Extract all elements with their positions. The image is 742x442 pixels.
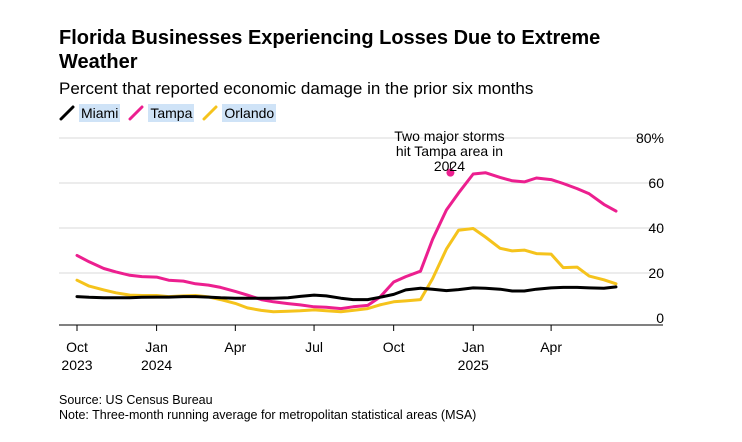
series-line-tampa [75, 171, 618, 311]
x-tick-label: Apr [540, 339, 562, 355]
chart-subtitle: Percent that reported economic damage in… [59, 79, 534, 98]
legend-swatch-orlando-icon [202, 105, 218, 121]
legend: Miami Tampa Orlando [59, 104, 284, 122]
legend-swatch-tampa-icon [128, 105, 144, 121]
legend-label-orlando: Orlando [222, 104, 277, 122]
y-tick-label: 0 [656, 310, 664, 326]
x-tick-label: Jan [462, 339, 485, 355]
annotation-text: Two major storms [394, 128, 504, 144]
source-note: Source: US Census Bureau [59, 393, 213, 407]
legend-item-orlando: Orlando [202, 104, 277, 122]
annotation-text: 2024 [434, 158, 465, 174]
annotation-text: hit Tampa area in [396, 143, 503, 159]
x-tick-label: Jan [145, 339, 168, 355]
x-tick-label: Oct [383, 339, 405, 355]
x-tick-year-label: 2024 [141, 357, 172, 373]
y-tick-label: 80% [636, 130, 664, 146]
x-tick-year-label: 2025 [458, 357, 489, 373]
methodology-note: Note: Three-month running average for me… [59, 408, 477, 422]
chart-footer: Source: US Census Bureau Note: Three-mon… [59, 393, 476, 423]
legend-label-miami: Miami [79, 104, 121, 122]
y-tick-label: 40 [648, 220, 664, 236]
y-tick-label: 60 [648, 175, 664, 191]
legend-label-tampa: Tampa [148, 104, 195, 122]
x-tick-label: Oct [66, 339, 88, 355]
annotation-marker [446, 168, 455, 177]
legend-swatch-miami-icon [59, 105, 75, 121]
legend-item-miami: Miami [59, 104, 121, 122]
y-tick-label: 20 [648, 265, 664, 281]
x-tick-label: Jul [305, 339, 323, 355]
chart-title: Florida Businesses Experiencing Losses D… [59, 27, 601, 73]
x-tick-year-label: 2023 [61, 357, 92, 373]
x-tick-label: Apr [224, 339, 246, 355]
legend-item-tampa: Tampa [128, 104, 195, 122]
series-line-miami [75, 285, 618, 302]
